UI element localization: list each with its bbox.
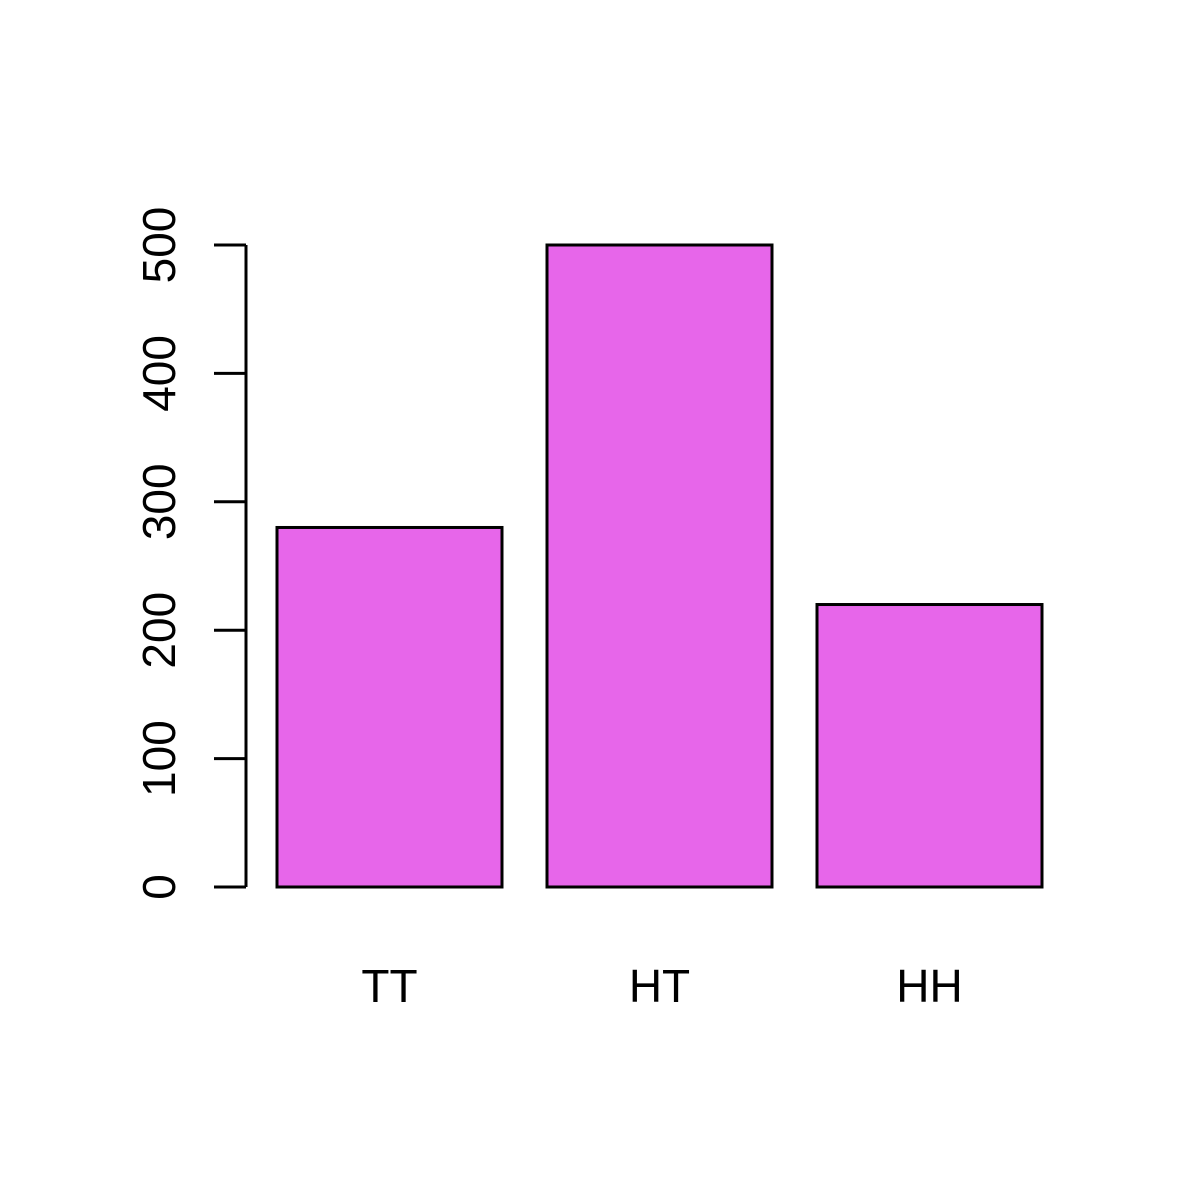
bar-ht <box>545 243 774 889</box>
x-tick-label-hh: HH <box>896 960 962 1012</box>
y-tick-label-500: 500 <box>133 207 185 284</box>
x-axis-labels: TT HT HH <box>361 960 962 1012</box>
bar-hh <box>815 603 1044 889</box>
y-tick-label-200: 200 <box>133 592 185 669</box>
y-tick-label-300: 300 <box>133 463 185 540</box>
bar-tt <box>275 525 504 889</box>
y-tick-label-400: 400 <box>133 335 185 412</box>
x-tick-label-ht: HT <box>629 960 690 1012</box>
y-tick-label-0: 0 <box>133 874 185 900</box>
x-tick-label-tt: TT <box>361 960 417 1012</box>
y-axis: 0 100 200 300 400 500 <box>133 207 248 900</box>
y-tick-label-100: 100 <box>133 720 185 797</box>
bars-layer <box>275 243 1044 889</box>
